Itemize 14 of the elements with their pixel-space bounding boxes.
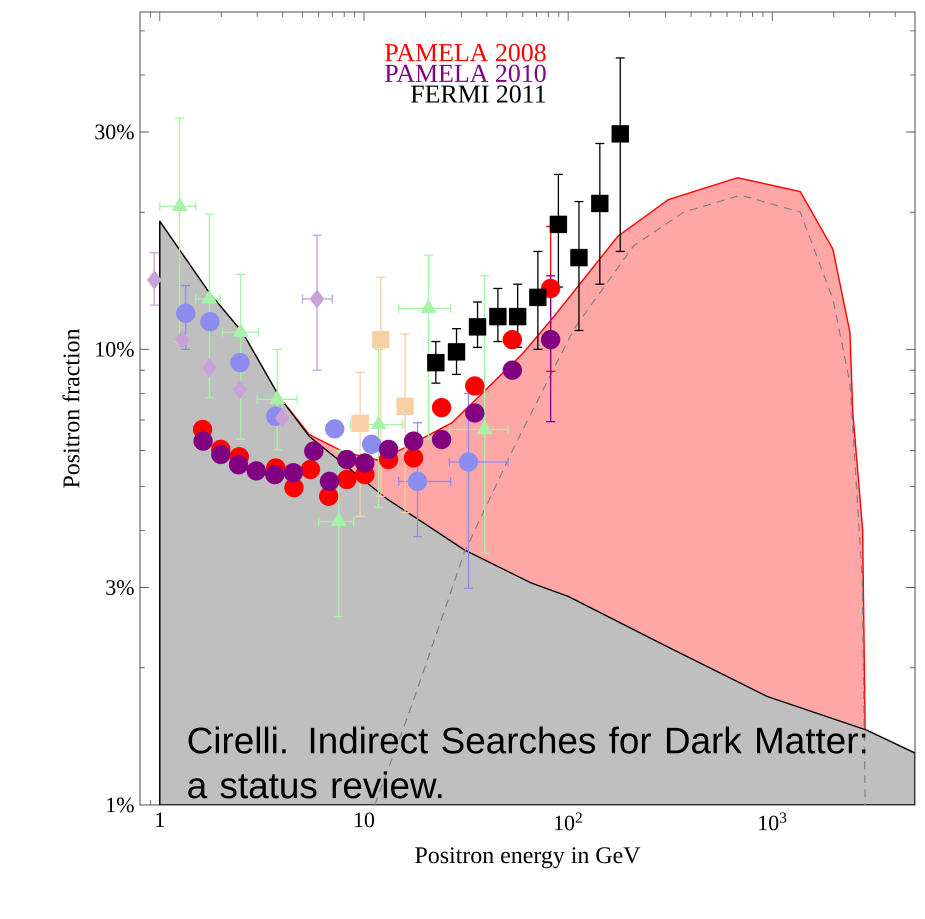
y-tick-label: 1% bbox=[107, 798, 134, 812]
text: PAMELA 2010 bbox=[385, 64, 546, 82]
y-axis-title: Positron fraction bbox=[62, 328, 80, 488]
y-tick-label: 3% bbox=[106, 580, 134, 596]
annotation: Cirelli. Indirect Searches for Dark Matter: a status review. bbox=[188, 726, 866, 798]
text: FERMI 2011 bbox=[410, 85, 546, 103]
y-tick-label: 10% bbox=[96, 342, 134, 357]
x-tick-label: 10$^{2}$ bbox=[555, 812, 582, 830]
x-tick-label: 1 bbox=[156, 812, 164, 827]
x-tick-label: 10 bbox=[354, 812, 374, 828]
x-axis-title: Positron energy in GeV bbox=[415, 847, 640, 868]
x-tick-label: 10$^{3}$ bbox=[759, 812, 786, 830]
y-tick-label: 30% bbox=[95, 124, 134, 140]
text: PAMELA 2008 bbox=[385, 44, 546, 62]
